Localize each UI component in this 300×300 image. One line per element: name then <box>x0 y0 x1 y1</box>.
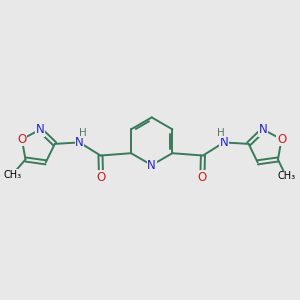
Text: H: H <box>79 128 87 138</box>
Text: CH₃: CH₃ <box>3 169 21 180</box>
Text: CH₃: CH₃ <box>277 171 295 182</box>
Text: N: N <box>75 136 84 149</box>
Text: O: O <box>198 171 207 184</box>
Text: O: O <box>277 133 286 146</box>
Text: O: O <box>96 171 106 184</box>
Text: N: N <box>147 159 156 172</box>
Text: O: O <box>17 133 26 146</box>
Text: N: N <box>220 136 228 149</box>
Text: H: H <box>217 128 224 138</box>
Text: N: N <box>36 123 44 136</box>
Text: N: N <box>259 123 268 136</box>
